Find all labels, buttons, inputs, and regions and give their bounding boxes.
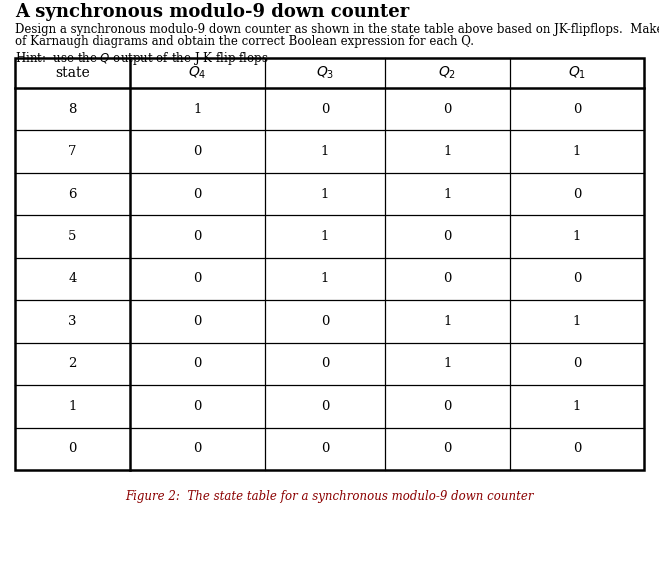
Text: 0: 0 [444, 442, 451, 455]
Text: 0: 0 [573, 103, 581, 116]
Text: 6: 6 [69, 188, 76, 201]
Text: Design a synchronous modulo-9 down counter as shown in the state table above bas: Design a synchronous modulo-9 down count… [15, 23, 659, 36]
Text: Hint:  use the $Q$ output of the J-K flip flops: Hint: use the $Q$ output of the J-K flip… [15, 50, 268, 67]
Text: 1: 1 [69, 400, 76, 413]
Text: A synchronous modulo-9 down counter: A synchronous modulo-9 down counter [15, 3, 409, 21]
Text: 0: 0 [573, 272, 581, 286]
Text: 1: 1 [573, 230, 581, 243]
Text: 2: 2 [69, 357, 76, 370]
Text: 8: 8 [69, 103, 76, 116]
Text: 0: 0 [573, 357, 581, 370]
Text: of Karnaugh diagrams and obtain the correct Boolean expression for each Q.: of Karnaugh diagrams and obtain the corr… [15, 35, 474, 48]
Bar [15, 58, 644, 470]
Text: 0: 0 [444, 230, 451, 243]
Text: 1: 1 [573, 315, 581, 328]
Text: 5: 5 [69, 230, 76, 243]
Text: $Q_3$: $Q_3$ [316, 65, 334, 81]
Text: 0: 0 [193, 272, 202, 286]
Text: 0: 0 [193, 400, 202, 413]
Text: 0: 0 [321, 103, 330, 116]
Text: $Q_1$: $Q_1$ [568, 65, 586, 81]
Text: 1: 1 [444, 357, 451, 370]
Text: 0: 0 [321, 400, 330, 413]
Text: 1: 1 [321, 230, 330, 243]
Text: 0: 0 [573, 442, 581, 455]
Text: 1: 1 [444, 188, 451, 201]
Text: 0: 0 [444, 400, 451, 413]
Text: state: state [55, 66, 90, 80]
Text: 0: 0 [69, 442, 76, 455]
Text: 0: 0 [321, 357, 330, 370]
Text: $Q_4$: $Q_4$ [188, 65, 207, 81]
Text: 7: 7 [69, 145, 76, 158]
Text: 0: 0 [193, 145, 202, 158]
Text: 0: 0 [193, 230, 202, 243]
Text: 1: 1 [321, 188, 330, 201]
Text: 3: 3 [69, 315, 76, 328]
Text: 0: 0 [444, 272, 451, 286]
Text: 0: 0 [321, 442, 330, 455]
Text: $Q_2$: $Q_2$ [438, 65, 457, 81]
Text: Figure 2:  The state table for a synchronous modulo-9 down counter: Figure 2: The state table for a synchron… [125, 490, 534, 503]
Text: 0: 0 [193, 442, 202, 455]
Text: 1: 1 [573, 145, 581, 158]
Text: 1: 1 [193, 103, 202, 116]
Text: 0: 0 [321, 315, 330, 328]
Text: 1: 1 [321, 145, 330, 158]
Text: 1: 1 [444, 145, 451, 158]
Text: 1: 1 [444, 315, 451, 328]
Text: 4: 4 [69, 272, 76, 286]
Text: 0: 0 [193, 188, 202, 201]
Text: 0: 0 [193, 357, 202, 370]
Text: 0: 0 [193, 315, 202, 328]
Text: 1: 1 [573, 400, 581, 413]
Text: 0: 0 [444, 103, 451, 116]
Text: 1: 1 [321, 272, 330, 286]
Text: 0: 0 [573, 188, 581, 201]
